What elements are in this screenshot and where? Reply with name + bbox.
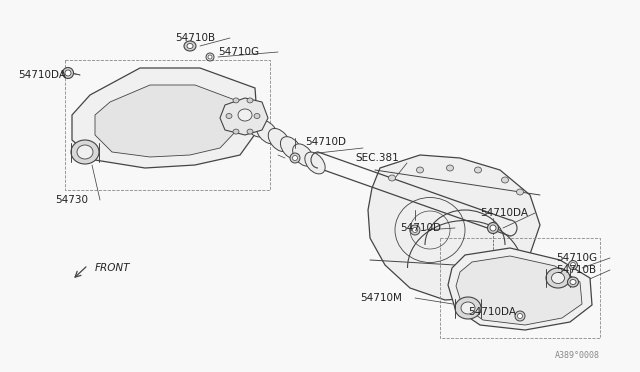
Ellipse shape	[388, 175, 396, 181]
Ellipse shape	[206, 53, 214, 61]
Text: SEC.381: SEC.381	[355, 153, 399, 163]
Polygon shape	[456, 256, 582, 325]
Ellipse shape	[63, 67, 74, 78]
Polygon shape	[95, 85, 237, 157]
Text: 54710B: 54710B	[556, 265, 596, 275]
Text: 54710G: 54710G	[218, 47, 259, 57]
Text: 54710D: 54710D	[400, 223, 441, 233]
Ellipse shape	[290, 153, 300, 163]
Ellipse shape	[244, 113, 266, 137]
Ellipse shape	[208, 55, 212, 59]
Text: 54710D: 54710D	[305, 137, 346, 147]
Ellipse shape	[410, 225, 420, 235]
Ellipse shape	[187, 44, 193, 48]
Ellipse shape	[552, 273, 564, 283]
Ellipse shape	[515, 311, 525, 321]
Ellipse shape	[488, 222, 499, 234]
Ellipse shape	[292, 155, 298, 160]
Ellipse shape	[546, 268, 570, 288]
Text: 54710B: 54710B	[175, 33, 215, 43]
Text: 54710M: 54710M	[360, 293, 402, 303]
Ellipse shape	[238, 109, 252, 121]
Ellipse shape	[256, 120, 278, 144]
Ellipse shape	[268, 128, 290, 151]
Text: 54710DA: 54710DA	[480, 208, 528, 218]
Ellipse shape	[568, 260, 577, 269]
Ellipse shape	[247, 98, 253, 103]
Text: 54730: 54730	[55, 195, 88, 205]
Ellipse shape	[413, 228, 417, 232]
Polygon shape	[72, 68, 258, 168]
Ellipse shape	[226, 113, 232, 119]
Ellipse shape	[474, 167, 481, 173]
Ellipse shape	[417, 167, 424, 173]
Ellipse shape	[292, 144, 314, 166]
Polygon shape	[448, 248, 592, 330]
Text: FRONT: FRONT	[95, 263, 131, 273]
Ellipse shape	[490, 225, 496, 231]
Ellipse shape	[230, 106, 253, 130]
Ellipse shape	[233, 98, 239, 103]
Ellipse shape	[455, 297, 481, 319]
Text: 54710G: 54710G	[556, 253, 597, 263]
Ellipse shape	[447, 165, 454, 171]
Ellipse shape	[518, 314, 522, 318]
Ellipse shape	[71, 140, 99, 164]
Ellipse shape	[570, 263, 575, 267]
Text: 54710DA: 54710DA	[18, 70, 66, 80]
Text: 54710DA: 54710DA	[468, 307, 516, 317]
Ellipse shape	[247, 129, 253, 134]
Polygon shape	[220, 98, 268, 135]
Ellipse shape	[254, 113, 260, 119]
Ellipse shape	[502, 177, 509, 183]
Ellipse shape	[516, 189, 524, 195]
Ellipse shape	[568, 277, 579, 287]
Ellipse shape	[570, 279, 576, 285]
Ellipse shape	[305, 152, 325, 174]
Ellipse shape	[77, 145, 93, 159]
Polygon shape	[368, 155, 540, 300]
Ellipse shape	[232, 104, 258, 126]
Ellipse shape	[280, 137, 301, 159]
Ellipse shape	[461, 302, 475, 314]
Text: A389°0008: A389°0008	[555, 351, 600, 360]
Ellipse shape	[233, 129, 239, 134]
Ellipse shape	[184, 41, 196, 51]
Ellipse shape	[65, 70, 71, 76]
